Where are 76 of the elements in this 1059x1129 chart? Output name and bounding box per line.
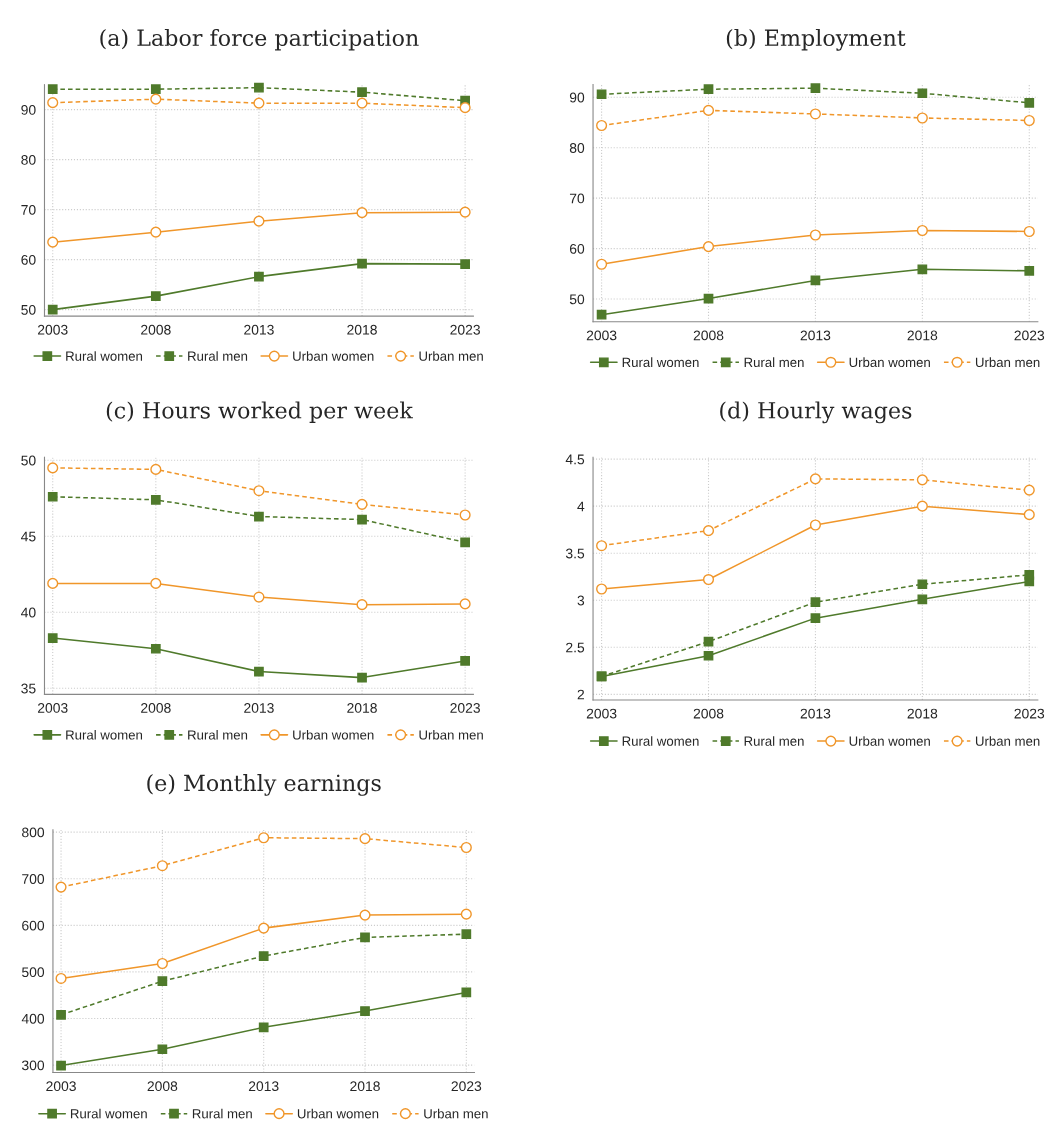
x-tick-label: 2003 [37,324,68,335]
x-tick-label: 2003 [37,703,68,713]
y-tick-label: 35 [21,683,36,694]
legend-label: Urban men [975,736,1040,746]
x-tick-label: 2013 [248,1081,279,1092]
y-tick-label: 90 [21,105,36,115]
x-tick-label: 2018 [350,1081,380,1092]
chart-title: (c) Hours worked per week [106,401,413,423]
x-tick-label: 2008 [141,324,171,335]
y-tick-label: 800 [22,827,45,838]
y-tick-label: 50 [569,294,585,305]
legend-label: Rural men [744,357,804,368]
legend-label: Urban men [419,351,483,361]
chart-title: (e) Monthly earnings [147,774,381,796]
y-tick-label: 2.5 [566,642,585,653]
legend-label: Rural men [192,1108,252,1119]
y-tick-label: 50 [21,455,36,466]
x-tick-label: 2003 [46,1081,76,1092]
x-tick-label: 2013 [800,330,831,341]
legend-label: Rural men [188,729,248,740]
x-tick-label: 2018 [347,324,377,335]
y-tick-label: 70 [21,204,36,215]
legend-label: Urban men [975,357,1040,368]
x-tick-label: 2008 [147,1081,178,1092]
x-tick-label: 2013 [800,708,831,719]
y-tick-label: 80 [569,143,585,153]
x-tick-label: 2018 [907,708,938,719]
y-tick-label: 700 [22,874,45,884]
legend-label: Urban women [293,351,374,361]
x-tick-label: 2013 [244,324,274,335]
y-tick-label: 50 [21,304,36,315]
x-tick-label: 2023 [450,324,480,335]
y-tick-label: 500 [22,967,45,978]
x-tick-label: 2023 [451,1081,482,1092]
x-tick-label: 2023 [1014,330,1045,341]
legend-label: Rural women [70,1108,147,1119]
legend-label: Rural women [66,351,143,361]
y-tick-label: 4.5 [565,454,585,465]
y-tick-label: 2 [577,689,585,700]
legend-label: Rural women [66,729,143,740]
legend-label: Urban women [297,1108,379,1119]
legend-label: Urban women [849,736,930,746]
y-tick-label: 3 [577,595,585,606]
chart-title: (b) Employment [726,28,906,51]
x-tick-label: 2008 [141,703,171,713]
x-tick-label: 2003 [586,708,617,719]
y-tick-label: 600 [22,920,45,931]
chart-title: (a) Labor force participation [100,28,419,51]
legend-label: Rural men [188,351,248,361]
y-tick-label: 90 [569,92,585,103]
x-tick-label: 2023 [1014,708,1045,719]
legend-label: Urban men [419,729,483,740]
x-tick-label: 2023 [450,703,480,713]
chart-title: (d) Hourly wages [720,401,912,424]
x-tick-label: 2018 [347,703,377,713]
x-tick-label: 2018 [907,330,938,341]
legend-label: Rural women [622,357,699,368]
legend-label: Rural women [622,736,699,746]
legend-label: Rural men [744,736,804,746]
y-tick-label: 40 [21,607,36,618]
y-tick-label: 4 [577,501,585,512]
y-tick-label: 45 [21,531,36,542]
x-tick-label: 2013 [244,703,274,713]
x-tick-label: 2008 [693,708,724,719]
y-tick-label: 3.5 [565,548,585,559]
y-tick-label: 60 [21,254,36,265]
y-tick-label: 400 [21,1013,45,1024]
y-tick-label: 80 [21,154,36,165]
y-tick-label: 60 [569,243,585,254]
x-tick-label: 2008 [693,330,724,341]
y-tick-label: 70 [569,193,585,204]
legend-label: Urban women [849,357,930,368]
x-tick-label: 2003 [586,330,617,341]
legend-label: Urban men [424,1108,488,1119]
legend-label: Urban women [293,729,374,740]
y-tick-label: 300 [21,1060,45,1071]
